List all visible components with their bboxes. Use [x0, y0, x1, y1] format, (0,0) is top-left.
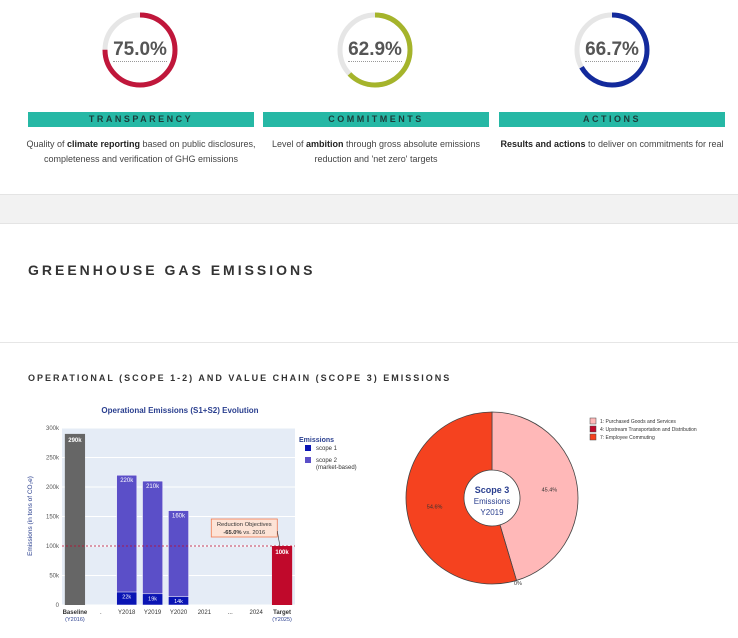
x-tick-label: ...: [228, 610, 233, 616]
y-tick-label: 100k: [46, 544, 60, 550]
gauge-value: 66.7%: [585, 39, 639, 62]
legend-label: 7: Employee Commuting: [600, 435, 655, 441]
legend-label: scope 1: [316, 446, 338, 452]
pie-slice: [491, 411, 579, 581]
commitments-description: Level of ambition through gross absolute…: [271, 139, 481, 164]
chart-section-title: OPERATIONAL (SCOPE 1-2) AND VALUE CHAIN …: [28, 373, 452, 383]
annotation-line1: Reduction Objectives: [217, 522, 272, 528]
annotation-arrow: [276, 530, 281, 548]
gauge-arc: [574, 12, 650, 88]
legend-label: 1: Purchased Goods and Services: [600, 419, 676, 425]
x-tick-label: Baseline: [63, 610, 88, 616]
scope1-bar: [116, 591, 138, 606]
scope2-bar: [168, 510, 189, 606]
transparency-label: TRANSPARENCY: [28, 112, 254, 127]
scope2-value-label: 210k: [146, 484, 160, 490]
legend-label: scope 2: [316, 458, 338, 464]
legend-swatch: [589, 425, 597, 433]
y-tick-label: 50k: [49, 574, 60, 580]
scope2-value-label: 160k: [172, 514, 186, 520]
y-tick-label: 300k: [46, 426, 60, 432]
commitments-gauge: 62.9%: [335, 10, 415, 90]
scope1-value-label: 22k: [122, 595, 131, 601]
commitments-label: COMMITMENTS: [263, 112, 489, 127]
x-tick-label: Y2018: [118, 610, 136, 616]
target-label: 100k: [275, 550, 289, 556]
legend-swatch: [305, 445, 311, 451]
legend-title: Emissions: [299, 437, 334, 444]
slice-label: 0%: [514, 581, 522, 587]
x-tick-label: 2024: [249, 610, 263, 616]
section-title: GREENHOUSE GAS EMISSIONS: [28, 262, 316, 278]
scope1-value-label: 19k: [148, 596, 157, 602]
legend-swatch: [589, 417, 597, 425]
legend-swatch: [589, 433, 597, 441]
scope2-value-label: 220k: [120, 478, 134, 484]
gauge-value: 75.0%: [113, 39, 167, 62]
pie-center-subtitle: Emissions: [474, 497, 510, 506]
slice-label: 45.4%: [542, 488, 558, 494]
y-axis-label: Emissions (in tons of CO₂e): [27, 476, 34, 556]
actions-label: ACTIONS: [499, 112, 725, 127]
transparency-gauge: 75.0%: [100, 10, 180, 90]
x-tick-sublabel: (Y2025): [272, 617, 292, 623]
transparency-description: Quality of climate reporting based on pu…: [26, 139, 256, 164]
divider: [0, 342, 738, 343]
chart-title: Operational Emissions (S1+S2) Evolution: [101, 406, 258, 415]
gauge-ring: [102, 12, 178, 88]
y-tick-label: 150k: [46, 515, 60, 521]
baseline-bar: [64, 433, 86, 605]
actions-gauge: 66.7%: [572, 10, 652, 90]
gauge-value: 62.9%: [348, 39, 402, 62]
x-tick-label: Target: [273, 610, 291, 616]
section-separator: [0, 194, 738, 224]
x-tick-label: 2021: [198, 610, 212, 616]
slice-label: 54.6%: [427, 504, 443, 510]
scope3-emissions-chart: 45.4% 0% 54.6% Scope 3 Emissions Y2019 1: Purc…: [405, 411, 697, 587]
actions-description: Results and actions to deliver on commit…: [500, 139, 724, 149]
scope2-bar: [116, 474, 138, 606]
y-tick-label: 250k: [46, 456, 60, 462]
gauge-arc: [102, 12, 178, 88]
scope1-bar: [168, 596, 189, 606]
x-tick-sublabel: (Y2016): [65, 617, 85, 623]
pie-center-title: Scope 3: [475, 485, 510, 495]
score-gauges: 75.0% 62.9% 66.7% TRANSPARENCY COMMITMEN…: [0, 0, 738, 194]
annotation-box: [210, 518, 278, 538]
x-tick-label: .: [100, 610, 102, 616]
legend-label: (market-based): [316, 465, 357, 471]
x-tick-label: Y2019: [144, 610, 162, 616]
legend-swatch: [305, 457, 311, 463]
baseline-label: 290k: [68, 438, 82, 444]
scope1-bar: [142, 593, 163, 606]
y-tick-label: 0: [56, 603, 60, 609]
target-bar: [271, 546, 293, 605]
scope2-bar: [142, 480, 163, 606]
pie-center-year: Y2019: [480, 508, 504, 517]
operational-emissions-chart: Operational Emissions (S1+S2) Evolution 0…: [27, 406, 357, 623]
pie-slice: [405, 411, 518, 585]
x-tick-label: Y2020: [170, 610, 188, 616]
y-tick-label: 200k: [46, 485, 60, 491]
gauge-ring: [337, 12, 413, 88]
gauge-arc: [337, 12, 413, 88]
gauge-ring: [574, 12, 650, 88]
scope1-value-label: 14k: [174, 599, 183, 605]
legend-label: 4: Upstream Transportation and Distribut…: [600, 427, 697, 433]
annotation-line2: -65.0% vs. 2016: [223, 530, 265, 536]
